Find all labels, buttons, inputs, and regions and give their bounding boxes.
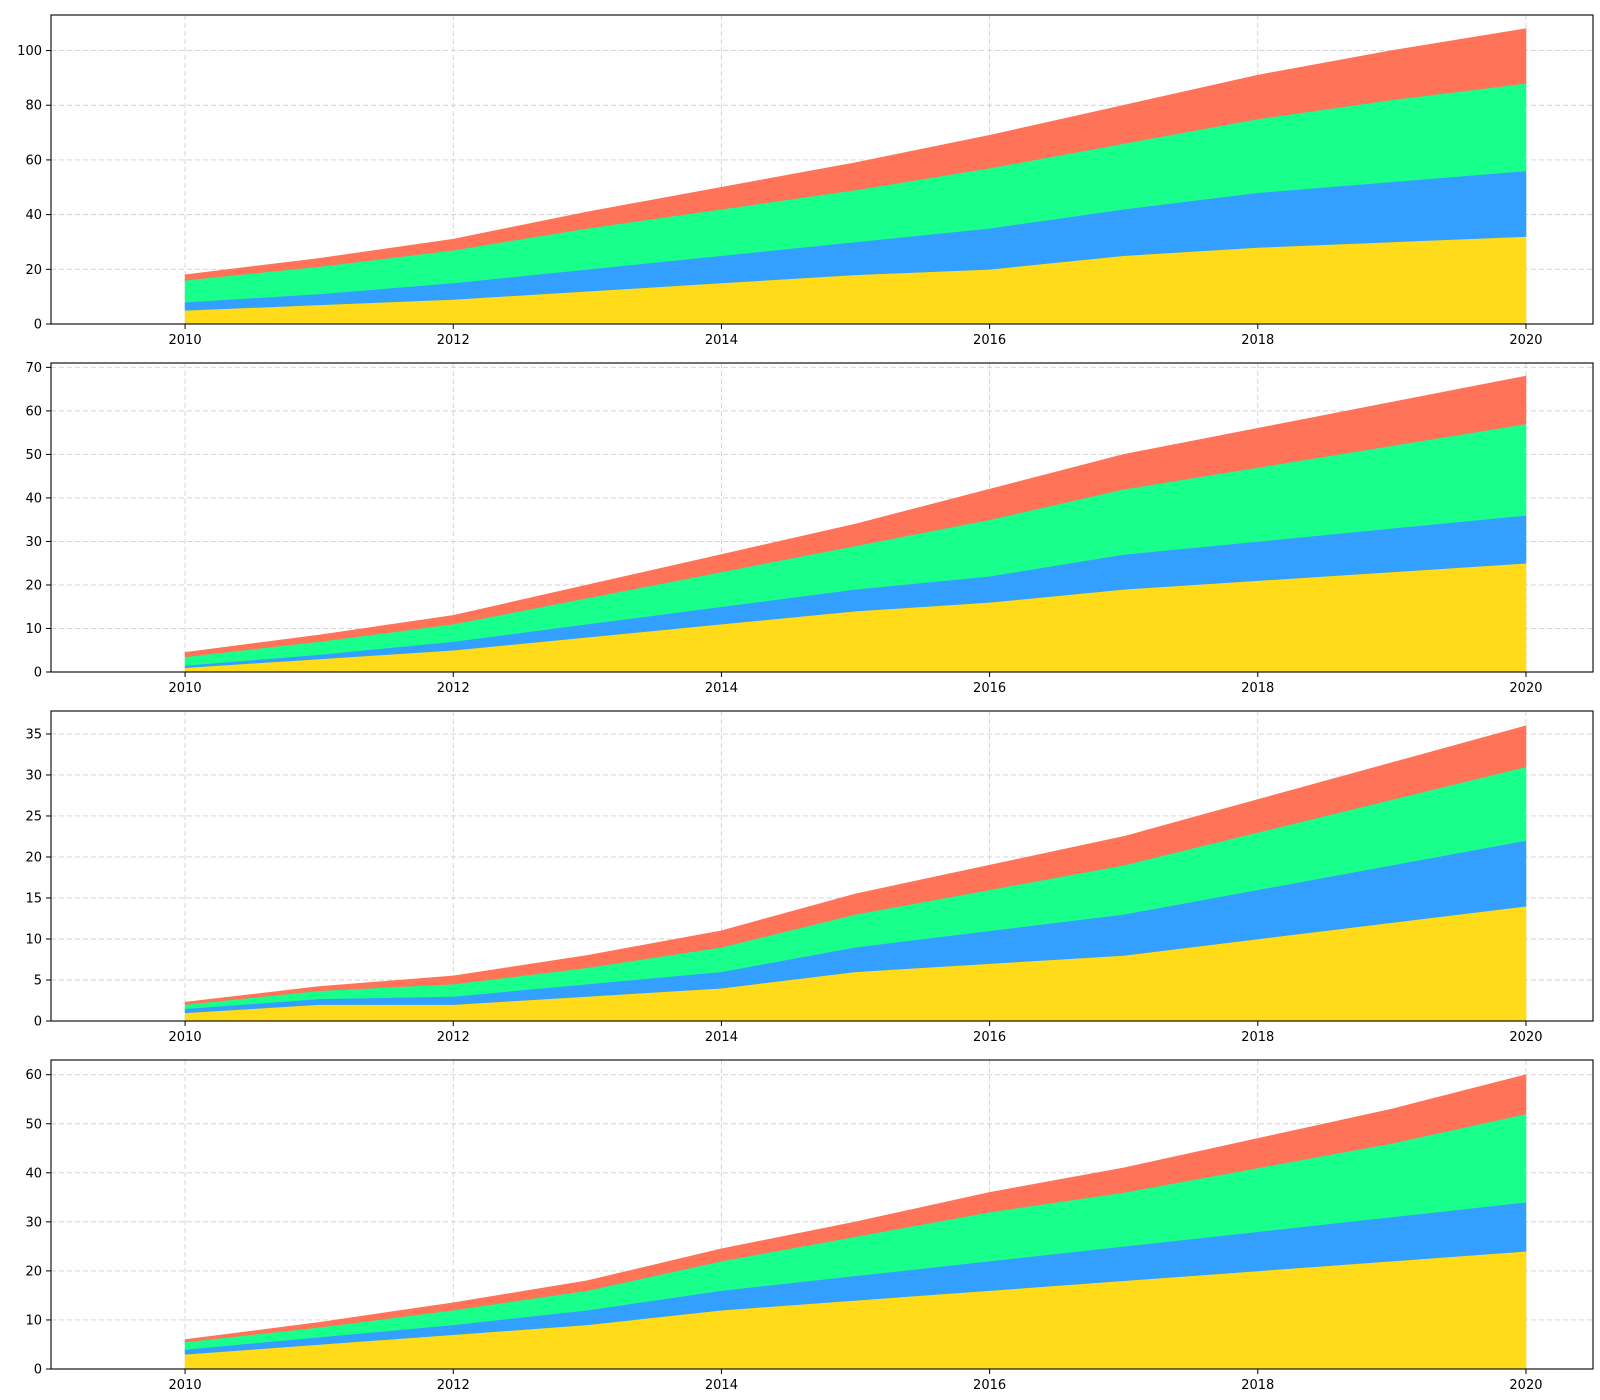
x-tick-label-4-3: 2014 [705, 1378, 738, 1393]
x-tick-label-2-5: 2018 [1241, 681, 1274, 696]
y-tick-label-3-4: 15 [25, 891, 42, 906]
y-tick-label-1-2: 20 [25, 263, 42, 278]
x-tick-label-4-6: 2020 [1509, 1378, 1542, 1393]
y-tick-label-2-7: 60 [25, 404, 42, 419]
x-tick-label-3-2: 2012 [437, 1030, 470, 1045]
y-tick-label-3-6: 25 [25, 809, 42, 824]
x-tick-label-2-3: 2014 [705, 681, 738, 696]
x-tick-label-4-1: 2010 [169, 1378, 202, 1393]
y-tick-label-1-5: 80 [25, 99, 42, 114]
y-tick-label-3-3: 10 [25, 932, 42, 947]
y-tick-label-1-6: 100 [17, 44, 42, 59]
y-tick-label-3-8: 35 [25, 727, 42, 742]
y-tick-label-1-1: 0 [34, 318, 42, 333]
y-tick-label-2-1: 0 [34, 666, 42, 681]
x-tick-label-3-3: 2014 [705, 1030, 738, 1045]
y-tick-label-2-5: 40 [25, 491, 42, 506]
y-tick-label-2-3: 20 [25, 578, 42, 593]
y-tick-label-3-5: 20 [25, 850, 42, 865]
x-tick-label-4-2: 2012 [437, 1378, 470, 1393]
y-tick-label-4-6: 50 [25, 1117, 42, 1132]
y-tick-label-4-7: 60 [25, 1068, 42, 1083]
y-tick-label-3-2: 5 [34, 973, 42, 988]
y-tick-label-2-8: 70 [25, 361, 42, 376]
x-tick-label-1-5: 2018 [1241, 333, 1274, 348]
x-tick-label-1-6: 2020 [1509, 333, 1542, 348]
x-tick-label-4-4: 2016 [973, 1378, 1006, 1393]
y-tick-label-2-2: 10 [25, 622, 42, 637]
y-tick-label-2-4: 30 [25, 535, 42, 550]
y-tick-label-4-1: 0 [34, 1363, 42, 1378]
y-tick-label-2-6: 50 [25, 448, 42, 463]
x-tick-label-1-3: 2014 [705, 333, 738, 348]
x-tick-label-3-1: 2010 [169, 1030, 202, 1045]
x-tick-label-3-4: 2016 [973, 1030, 1006, 1045]
x-tick-label-1-2: 2012 [437, 333, 470, 348]
y-tick-label-3-7: 30 [25, 768, 42, 783]
x-tick-label-2-4: 2016 [973, 681, 1006, 696]
y-tick-label-3-1: 0 [34, 1015, 42, 1030]
x-tick-label-4-5: 2018 [1241, 1378, 1274, 1393]
y-tick-label-4-5: 40 [25, 1166, 42, 1181]
x-tick-label-3-6: 2020 [1509, 1030, 1542, 1045]
x-tick-label-2-2: 2012 [437, 681, 470, 696]
x-tick-label-1-4: 2016 [973, 333, 1006, 348]
x-tick-label-3-5: 2018 [1241, 1030, 1274, 1045]
y-tick-label-1-4: 60 [25, 153, 42, 168]
x-tick-label-2-6: 2020 [1509, 681, 1542, 696]
y-tick-label-1-3: 40 [25, 208, 42, 223]
y-tick-label-4-4: 30 [25, 1215, 42, 1230]
y-tick-label-4-3: 20 [25, 1264, 42, 1279]
y-tick-label-4-2: 10 [25, 1313, 42, 1328]
x-tick-label-1-1: 2010 [169, 333, 202, 348]
x-tick-label-2-1: 2010 [169, 681, 202, 696]
